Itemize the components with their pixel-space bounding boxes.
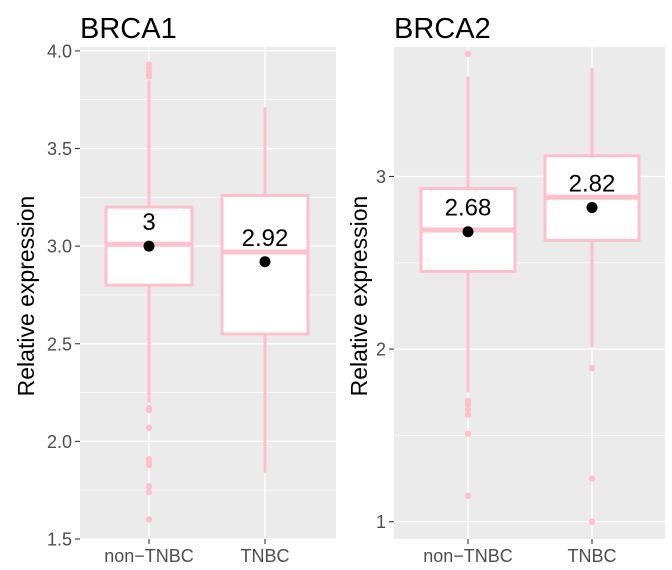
y-tick-label: 2.5: [47, 334, 72, 354]
box-group: 2.68: [419, 50, 517, 500]
y-tick-label: 3.5: [47, 139, 72, 159]
outlier-point: [145, 461, 153, 469]
plot-area: 1.5 2.0 2.5 3.0 3.5 4.0 3 non−TNBC 2.92 TNBC: [47, 41, 336, 566]
outlier-point: [464, 430, 472, 437]
outlier-point: [588, 518, 596, 525]
mean-label: 2.68: [445, 195, 492, 222]
outlier-point: [145, 488, 153, 496]
y-axis-label: Relative expression: [346, 196, 372, 397]
mean-label: 2.82: [569, 171, 616, 198]
outlier-point: [464, 406, 472, 413]
outlier-point: [588, 364, 596, 372]
outlier-point: [145, 516, 153, 523]
box-group: 3: [104, 61, 194, 523]
x-tick-label: TNBC: [241, 546, 290, 565]
y-tick-label: 4.0: [47, 41, 72, 61]
y-axis-label: Relative expression: [13, 196, 39, 397]
y-tick-label: 2: [376, 340, 386, 360]
y-tick-label: 2.0: [47, 432, 72, 452]
panel-title: BRCA1: [80, 13, 177, 45]
mean-point: [143, 240, 155, 252]
mean-label: 3: [142, 209, 155, 236]
mean-label: 2.92: [242, 225, 289, 252]
outlier-point: [464, 492, 472, 500]
box-group: 2.92: [220, 107, 310, 473]
mean-point: [259, 256, 271, 268]
box-group: 2.82: [543, 67, 641, 525]
plot-area: 1 2 3 2.68 non−TNBC 2.82 TNBC: [376, 47, 665, 566]
y-tick-label: 3.0: [47, 237, 72, 257]
panel-brca2: BRCA2 Relative expression **** 1232.68no…: [346, 13, 665, 566]
outlier-point: [145, 406, 153, 414]
outlier-point: [588, 475, 596, 482]
mean-point: [462, 226, 474, 238]
outlier-point: [464, 401, 472, 408]
mean-point: [586, 202, 598, 214]
x-tick-label: non−TNBC: [423, 546, 513, 565]
outlier-point: [145, 483, 153, 490]
outlier-point: [145, 73, 153, 80]
panel-brca1: BRCA1 Relative expression ns 1.52.02.53.…: [13, 13, 336, 566]
outlier-point: [145, 424, 153, 431]
x-tick-label: non−TNBC: [104, 546, 194, 565]
panel-title: BRCA2: [394, 13, 491, 45]
y-tick-label: 3: [376, 167, 386, 187]
y-tick-label: 1: [376, 512, 386, 532]
outlier-point: [464, 411, 472, 418]
x-tick-label: TNBC: [568, 546, 617, 565]
outlier-point: [464, 50, 472, 58]
y-tick-label: 1.5: [47, 530, 72, 550]
panel-background: [394, 47, 665, 539]
